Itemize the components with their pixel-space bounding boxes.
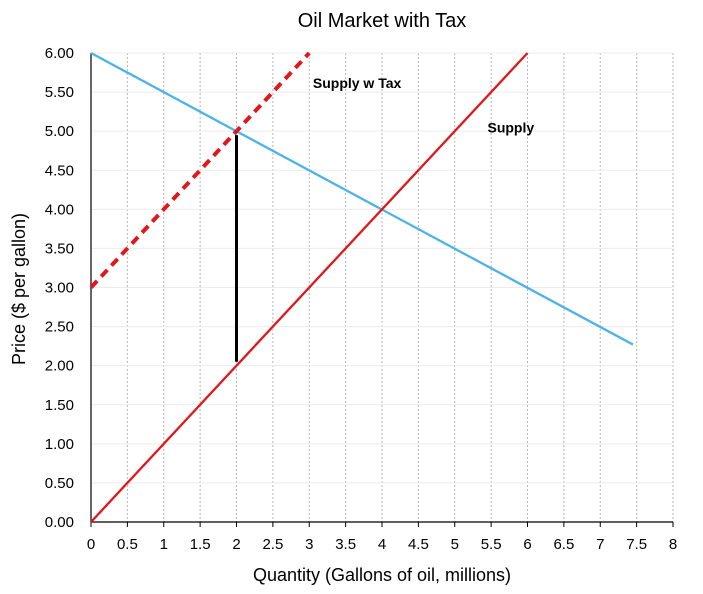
y-tick-label: 1.00 — [45, 436, 74, 453]
x-tick-label: 5.5 — [481, 536, 502, 553]
annotations: Supply w Tax Supply — [313, 75, 534, 136]
x-tick-label: 2.5 — [262, 536, 283, 553]
x-tick-label: 0 — [87, 536, 95, 553]
x-tick-label: 6 — [523, 536, 531, 553]
x-tick-label: 8 — [669, 536, 677, 553]
chart-title: Oil Market with Tax — [298, 10, 467, 32]
x-tick-label: 7 — [596, 536, 604, 553]
x-tick-label: 0.5 — [117, 536, 138, 553]
y-tick-label: 3.50 — [45, 240, 74, 257]
x-tick-label: 1 — [160, 536, 168, 553]
x-tick-label: 4.5 — [408, 536, 429, 553]
x-tick-label: 2 — [232, 536, 240, 553]
y-tick-label: 2.50 — [45, 319, 74, 336]
grid — [91, 52, 674, 522]
y-tick-label: 3.00 — [45, 280, 74, 297]
y-tick-label: 2.00 — [45, 358, 74, 375]
y-tick-label: 6.00 — [45, 45, 74, 62]
x-tick-label: 4 — [378, 536, 386, 553]
series-supply-line — [90, 52, 529, 523]
x-axis-label: Quantity (Gallons of oil, millions) — [253, 565, 511, 585]
y-tick-label: 0.00 — [45, 514, 74, 531]
series-supply-w-tax-line — [89, 51, 311, 289]
y-tick-label: 1.50 — [45, 397, 74, 414]
y-tick-label: 0.50 — [45, 475, 74, 492]
x-tick-labels: 0 0.5 1 1.5 2 2.5 3 3.5 4 4.5 5 5.5 6 6.5 7 7.5 8 — [87, 522, 677, 553]
x-tick-label: 3.5 — [335, 536, 356, 553]
y-tick-labels: 0.00 0.50 1.00 1.50 2.00 2.50 3.00 3.50 4.00 4.50… — [45, 45, 74, 531]
x-tick-label: 7.5 — [626, 536, 647, 553]
x-tick-label: 6.5 — [553, 536, 574, 553]
x-tick-label: 5 — [451, 536, 459, 553]
y-tick-label: 4.50 — [45, 162, 74, 179]
y-tick-label: 5.50 — [45, 84, 74, 101]
series-lines — [89, 51, 634, 523]
y-tick-label: 5.00 — [45, 123, 74, 140]
y-axis-label: Price ($ per gallon) — [9, 213, 29, 365]
x-tick-label: 3 — [305, 536, 313, 553]
annotation-supply-w-tax: Supply w Tax — [313, 75, 402, 91]
y-tick-label: 4.00 — [45, 201, 74, 218]
series-demand-line — [90, 51, 634, 346]
annotation-supply: Supply — [487, 120, 534, 136]
x-tick-label: 1.5 — [190, 536, 211, 553]
